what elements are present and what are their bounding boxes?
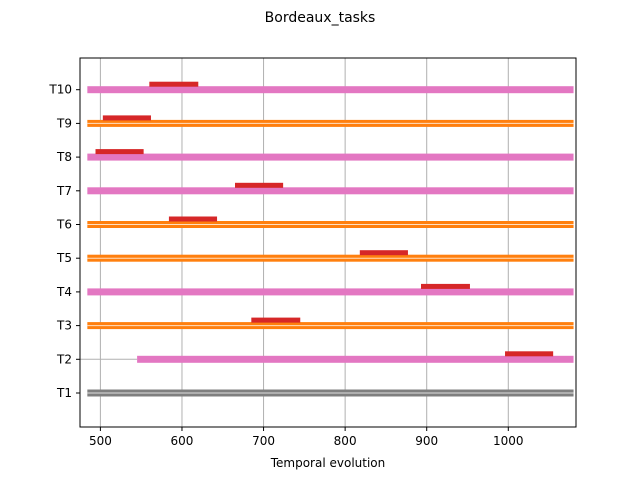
y-tick-label: T1 [56,386,72,400]
task-marker-t5 [359,250,408,256]
x-axis-label: Temporal evolution [270,456,386,470]
x-tick-label: 700 [252,434,275,448]
y-tick-label: T8 [56,150,72,164]
y-tick-label: T5 [56,251,72,265]
grid-lines [80,58,509,427]
task-bars [87,86,574,397]
task-marker-t10 [149,81,199,87]
task-markers [95,81,554,357]
y-axis-ticks: T1 T2 T3 T4 T5 T6 T7 T8 T9 T10 [48,83,80,400]
task-marker-t3 [251,317,301,323]
x-tick-label: 1000 [493,434,524,448]
task-marker-t7 [235,182,284,188]
task-marker-t2 [505,351,554,357]
x-tick-label: 900 [415,434,438,448]
chart-title: Bordeaux_tasks [265,10,376,26]
x-tick-label: 600 [171,434,194,448]
task-marker-t9 [102,115,151,121]
y-tick-label: T9 [56,116,72,130]
y-tick-label: T7 [56,184,72,198]
y-tick-label: T3 [56,319,72,333]
plot-frame [79,57,577,428]
y-tick-label: T2 [56,352,72,366]
task-marker-t6 [168,216,218,222]
y-tick-label: T10 [48,83,72,97]
task-bar-t7 [87,187,574,195]
task-bar-t10 [87,86,574,94]
task-bar-t8 [87,153,574,161]
y-tick-label: T4 [56,285,72,299]
task-marker-t8 [95,149,144,155]
x-tick-label: 500 [89,434,112,448]
x-tick-label: 800 [334,434,357,448]
y-tick-label: T6 [56,218,72,232]
x-axis-ticks: 500 600 700 800 900 1000 [89,427,524,448]
task-marker-t4 [421,283,470,289]
task-bar-t4 [87,288,574,296]
task-bar-t2 [137,355,574,363]
